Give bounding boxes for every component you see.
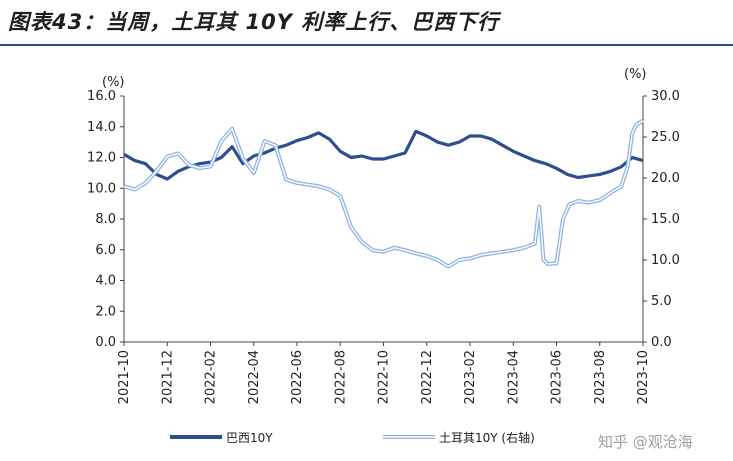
x-tick-label: 2022-08 xyxy=(333,350,348,404)
x-tick-label: 2022-10 xyxy=(377,350,392,404)
left-tick-label: 8.0 xyxy=(95,212,116,227)
watermark-text: 知乎 @观沧海 xyxy=(598,433,693,451)
x-tick-label: 2022-02 xyxy=(204,350,219,404)
left-axis-unit: (%) xyxy=(102,75,125,90)
left-tick-label: 4.0 xyxy=(95,274,116,289)
chart-title: 图表43：当周，土耳其 10Y 利率上行、巴西下行 xyxy=(8,10,500,34)
right-tick-label: 0.0 xyxy=(651,335,672,350)
x-tick-label: 2022-04 xyxy=(247,350,262,404)
x-tick-label: 2023-08 xyxy=(593,350,608,404)
right-tick-label: 25.0 xyxy=(651,130,680,145)
left-tick-label: 12.0 xyxy=(87,151,116,166)
left-tick-label: 2.0 xyxy=(95,304,116,319)
x-tick-label: 2023-10 xyxy=(636,350,651,404)
right-tick-label: 5.0 xyxy=(651,294,672,309)
x-tick-label: 2023-04 xyxy=(506,350,521,404)
right-tick-label: 10.0 xyxy=(651,253,680,268)
x-tick-label: 2022-12 xyxy=(420,350,435,404)
left-tick-label: 6.0 xyxy=(95,243,116,258)
chart-legend: 巴西10Y 土耳其10Y (右轴) xyxy=(170,430,535,445)
left-tick-label: 10.0 xyxy=(87,181,116,196)
right-axis: 0.0 5.0 10.0 15.0 20.0 25.0 30.0 xyxy=(643,89,680,350)
left-tick-label: 0.0 xyxy=(95,335,116,350)
right-tick-label: 15.0 xyxy=(651,212,680,227)
series-line-brazil-10y xyxy=(123,129,644,181)
series-line-turkey-10y xyxy=(123,118,645,269)
left-tick-label: 14.0 xyxy=(87,120,116,135)
title-divider xyxy=(0,44,733,46)
x-tick-label: 2021-12 xyxy=(160,350,175,404)
x-tick-label: 2022-06 xyxy=(290,350,305,404)
x-tick-label: 2023-02 xyxy=(463,350,478,404)
series-layer xyxy=(123,118,645,269)
legend-label-brazil: 巴西10Y xyxy=(226,431,273,445)
x-tick-label: 2023-06 xyxy=(550,350,565,404)
right-tick-label: 20.0 xyxy=(651,171,680,186)
x-axis: 2021-10 2021-12 2022-02 2022-04 2022-06 2022-… xyxy=(117,342,651,404)
legend-label-turkey: 土耳其10Y (右轴) xyxy=(439,430,535,445)
left-tick-label: 16.0 xyxy=(87,89,116,104)
x-tick-label: 2021-10 xyxy=(117,350,132,404)
series-line-turkey-10y-inner xyxy=(123,120,644,268)
right-tick-label: 30.0 xyxy=(651,89,680,104)
left-axis: 0.0 2.0 4.0 6.0 8.0 10.0 12.0 14.0 16.0 xyxy=(87,89,124,350)
right-axis-unit: (%) xyxy=(624,67,647,82)
